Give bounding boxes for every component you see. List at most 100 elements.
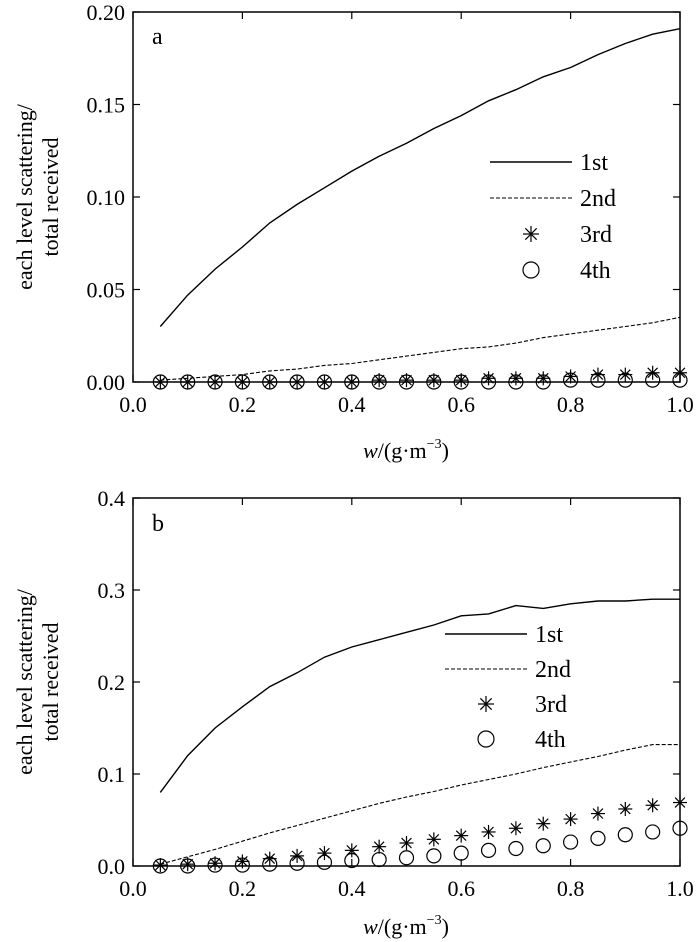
- x-axis-unit-b: /(g·m: [378, 914, 427, 939]
- x-tick-label-b: 0.0: [119, 876, 147, 901]
- series-3rd-point-b: [645, 798, 660, 813]
- series-4th-point-b: [234, 857, 250, 873]
- legend-2nd-label-b: 2nd: [535, 657, 571, 683]
- series-3rd-point-b: [536, 816, 551, 831]
- y-tick-labels-b: 0.0 0.1 0.2 0.3 0.4: [98, 486, 126, 879]
- y-tick-label-b: 0.4: [98, 486, 126, 511]
- x-axis-sup-a: −3: [427, 437, 442, 452]
- legend-3rd-swatch-b: [478, 696, 494, 712]
- series-1st-line-a: [159, 28, 681, 327]
- x-axis-unit-a: /(g·m: [378, 438, 427, 463]
- series-4th-point-b: [480, 842, 497, 858]
- x-tick-label-b: 0.6: [447, 876, 475, 901]
- series-3rd-point-b: [153, 858, 168, 873]
- x-tick-label-b: 0.8: [557, 876, 585, 901]
- legend-2nd-label-a: 2nd: [580, 186, 616, 212]
- series-4th-point-a: [371, 374, 387, 390]
- series-4th-point-b: [562, 834, 579, 850]
- series-4th-point-b: [426, 848, 442, 864]
- y-axis-title-b: each level scattering/ total received: [12, 588, 63, 775]
- x-tick-label-b: 1.0: [666, 876, 694, 901]
- series-3rd-point-a: [235, 375, 250, 389]
- x-tick-label-b: 0.2: [229, 876, 257, 901]
- legend-4th-swatch-b: [477, 730, 495, 748]
- series-3rd-point-a: [290, 375, 305, 389]
- series-3rd-point-b: [454, 828, 469, 843]
- series-4th-point-b: [152, 858, 168, 874]
- y-axis-title-line2-a: total received: [38, 137, 63, 256]
- series-3rd-point-a: [536, 371, 551, 386]
- y-axis-title-line2-b: total received: [38, 622, 63, 741]
- legend-4th-swatch-a: [522, 261, 540, 279]
- y-tick-label-a: 0.20: [87, 0, 126, 25]
- y-tick-label-a: 0.00: [87, 370, 126, 395]
- legend-1st-label-b: 1st: [535, 622, 563, 648]
- series-4th-point-a: [480, 374, 497, 390]
- x-tick-label-a: 1.0: [666, 392, 694, 417]
- series-4th-point-a: [398, 374, 415, 390]
- x-tick-label-a: 0.8: [557, 392, 585, 417]
- series-3rd-point-b: [508, 821, 523, 836]
- series-4th-point-b: [289, 855, 305, 871]
- y-tick-labels-a: 0.00 0.05 0.10 0.15 0.20: [87, 0, 126, 395]
- x-axis-close-a: ): [442, 438, 449, 463]
- x-axis-title-b: w/(g·m−3): [363, 913, 449, 939]
- series-4th-point-b: [371, 851, 387, 868]
- panel-b: 0.0 0.2 0.4 0.6 0.8 1.0 0.0 0.1 0.2 0.3 0.4 b 1st…: [12, 486, 694, 939]
- series-1st-line-b: [159, 598, 680, 793]
- series-3rd-point-a: [262, 375, 277, 389]
- series-4th-point-a: [590, 372, 606, 388]
- series-4th-point-b: [617, 827, 633, 843]
- series-4th-point-a: [289, 374, 305, 390]
- panel-label-b: b: [152, 511, 164, 537]
- series-4th-point-a: [180, 374, 196, 390]
- series-3rd-point-b: [235, 854, 250, 869]
- series-4th-point-a: [535, 374, 551, 390]
- x-tick-label-a: 0.0: [119, 392, 147, 417]
- x-axis-title-a: w/(g·m−3): [363, 437, 449, 463]
- series-3rd-point-b: [481, 824, 496, 839]
- series-4th-point-a: [508, 374, 524, 390]
- x-tick-label-a: 0.2: [229, 392, 257, 417]
- series-3rd-point-b: [372, 839, 387, 854]
- series-4th-point-b: [590, 830, 606, 847]
- series-3rd-point-b: [426, 832, 441, 847]
- series-3rd-point-a: [180, 375, 195, 389]
- legend-3rd-label-b: 3rd: [535, 692, 567, 718]
- series-4th-point-a: [453, 374, 469, 390]
- series-4th-point-b: [316, 854, 333, 870]
- series-3rd-point-a: [481, 371, 496, 386]
- series-4th-point-b: [180, 858, 196, 874]
- series-4th-point-a: [344, 374, 360, 390]
- y-axis-title-line1-b: each level scattering/: [12, 588, 37, 775]
- series-3rd-point-b: [618, 801, 633, 816]
- series-4th-point-a: [152, 374, 168, 390]
- series-3rd-point-a: [317, 375, 332, 389]
- x-tick-label-a: 0.6: [447, 392, 475, 417]
- x-tick-label-b: 0.4: [338, 876, 366, 901]
- series-3rd-point-b: [590, 806, 605, 821]
- series-3rd-point-a: [344, 375, 359, 389]
- series-3rd-point-b: [563, 812, 578, 827]
- series-2nd-line-a: [160, 316, 681, 381]
- series-4th-point-b: [535, 838, 551, 854]
- y-tick-label-b: 0.2: [98, 670, 126, 695]
- y-tick-label-a: 0.05: [87, 278, 126, 303]
- series-4th-point-b: [262, 856, 278, 872]
- panel-a: 0.0 0.2 0.4 0.6 0.8 1.0 0.000.050.100.150.20 …: [12, 0, 694, 463]
- legend-a: 1st 2nd 3rd 4th: [490, 150, 616, 284]
- series-4th-point-b: [344, 852, 360, 869]
- series-3rd-point-a: [508, 371, 523, 386]
- series-4th-point-b: [453, 845, 469, 861]
- series-4th-point-a: [234, 374, 250, 390]
- y-axis-title-a: each level scattering/ total received: [12, 103, 63, 290]
- series-3rd-point-a: [618, 367, 633, 382]
- y-tick-label-b: 0.3: [98, 578, 126, 603]
- x-axis-var-a: w: [363, 438, 378, 463]
- series-group-a: [152, 28, 688, 390]
- series-3rd-point-a: [208, 375, 223, 389]
- x-axis-var-b: w: [363, 914, 378, 939]
- series-4th-point-b: [508, 840, 524, 857]
- series-group-b: [152, 598, 688, 874]
- y-tick-label-b: 0.0: [98, 854, 126, 879]
